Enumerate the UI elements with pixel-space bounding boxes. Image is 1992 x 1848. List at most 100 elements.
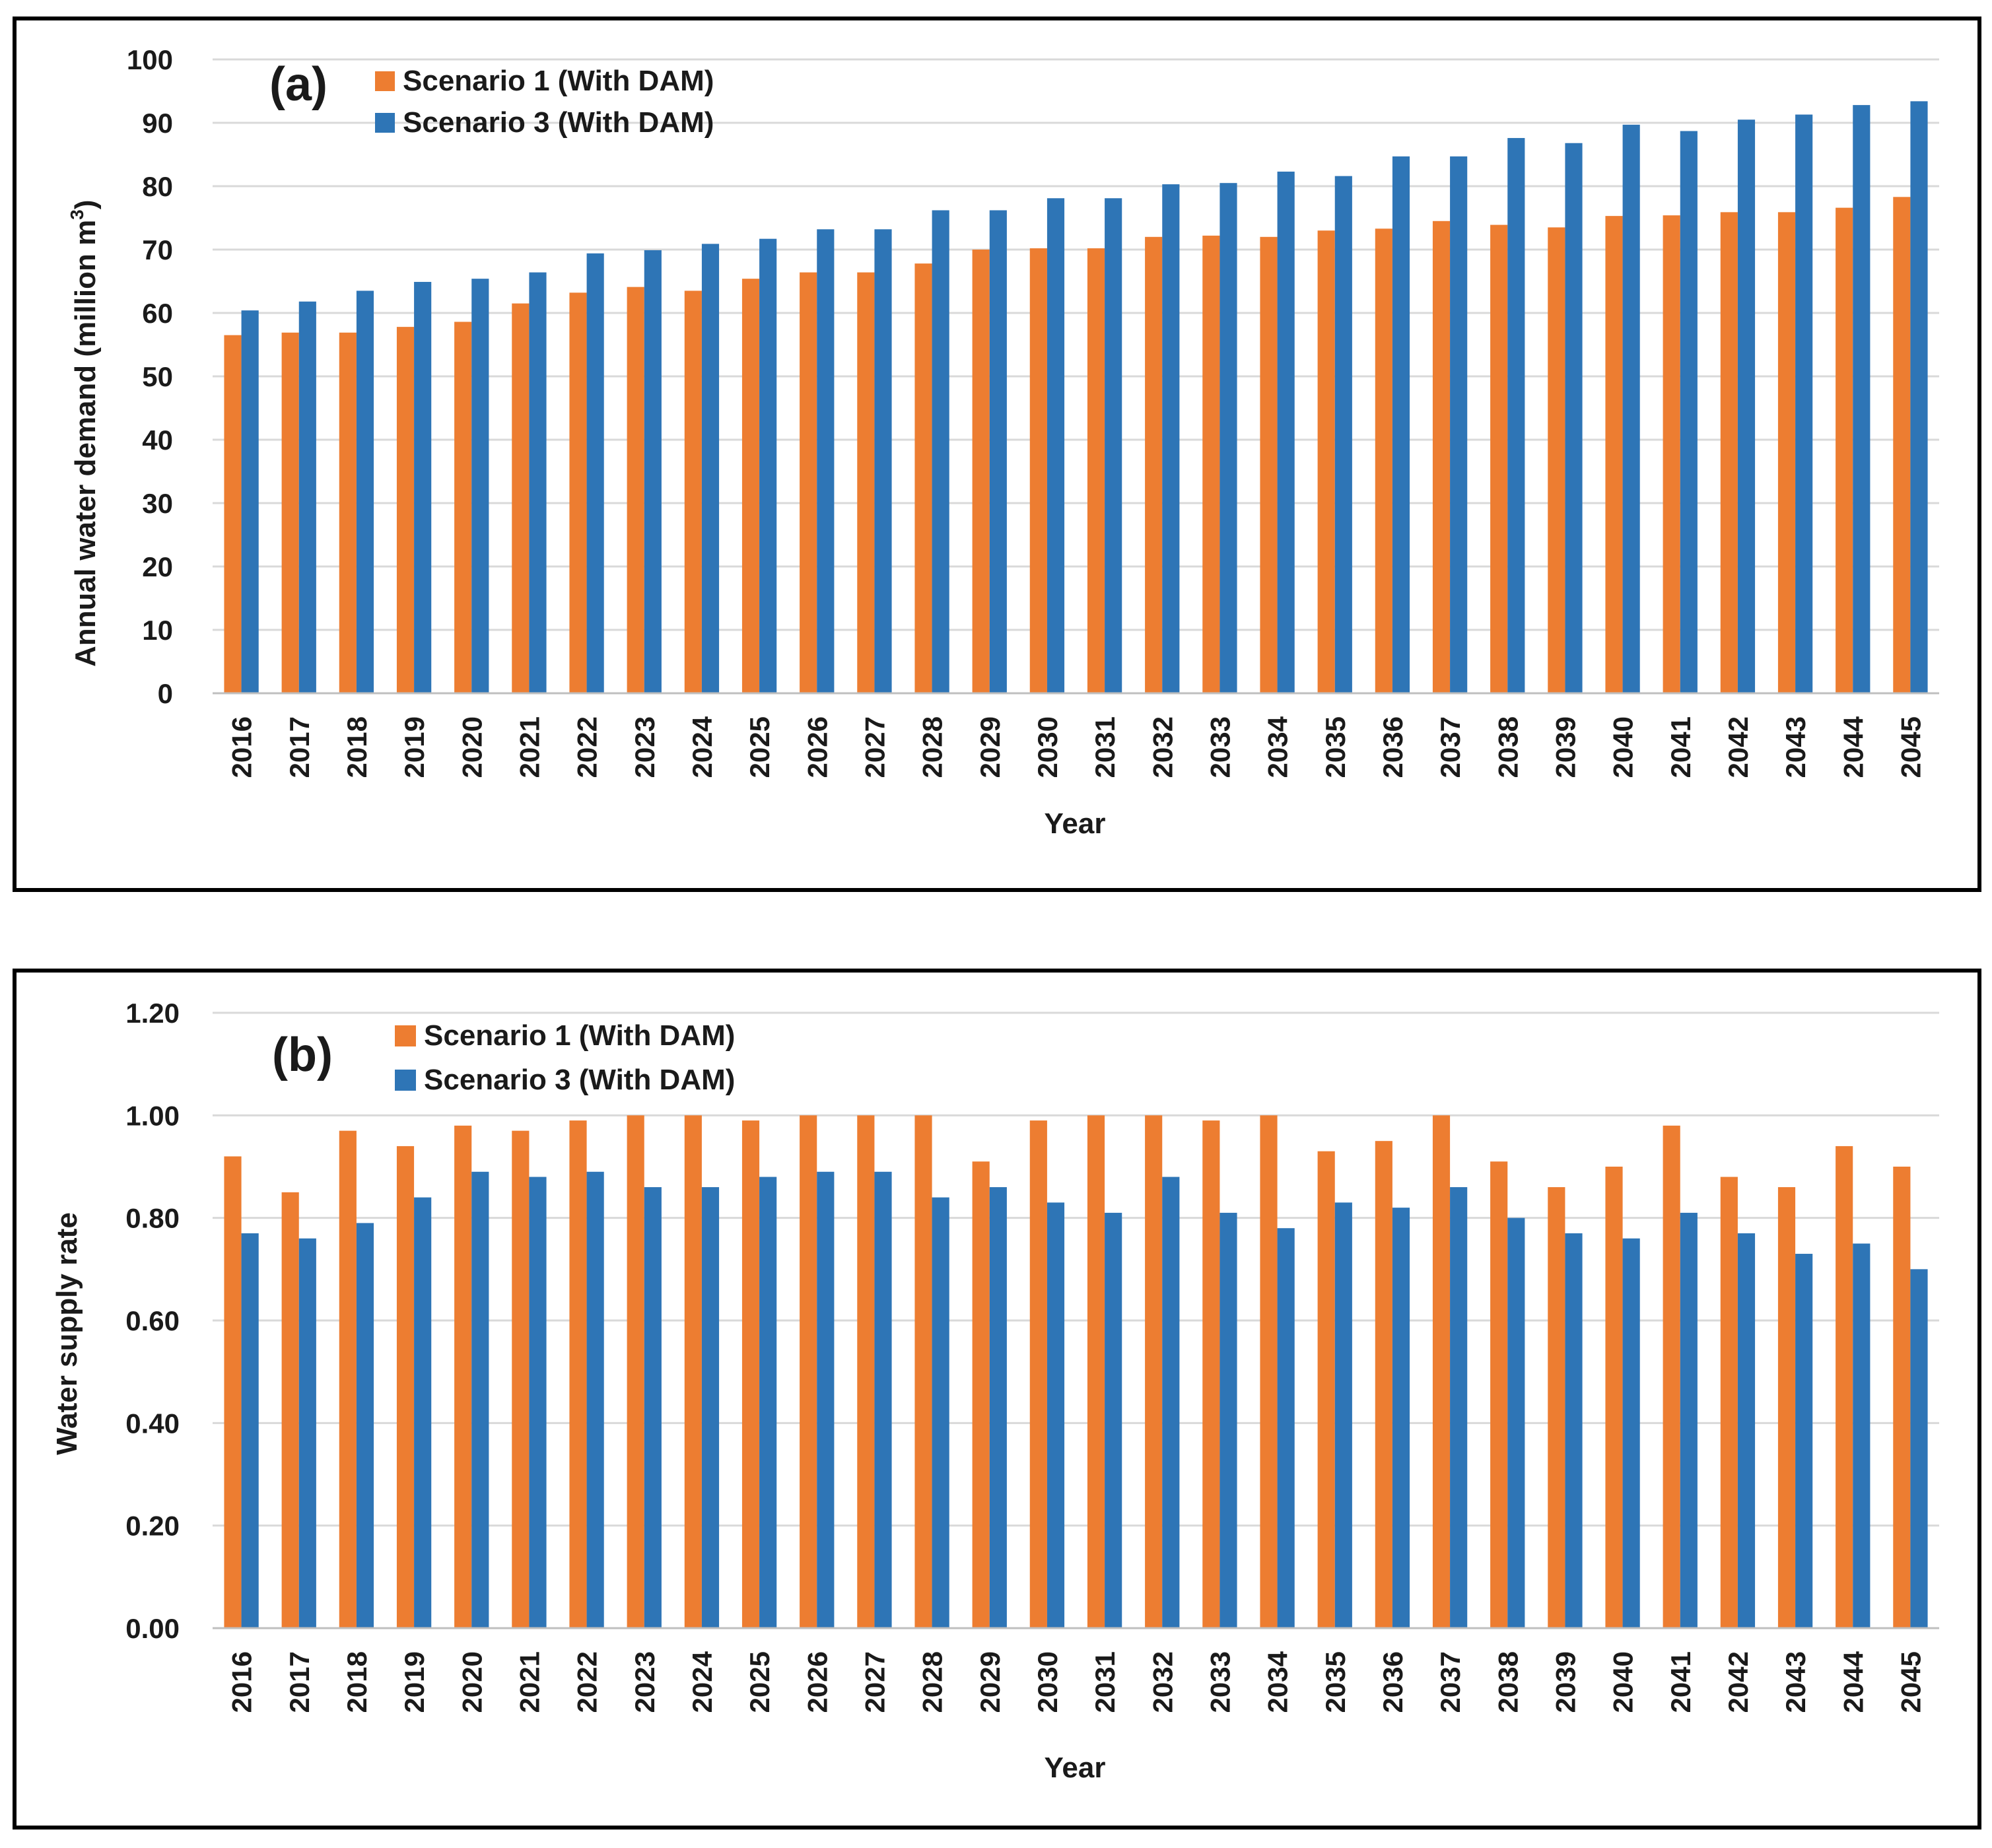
- bar-scenario-1-2023: [627, 1115, 644, 1628]
- bar-scenario-1-2039: [1548, 1187, 1565, 1628]
- bar-scenario-3-2023: [644, 1187, 662, 1628]
- x-tick-label: 2045: [1895, 716, 1926, 778]
- bar-scenario-3-2044: [1853, 105, 1871, 693]
- x-tick-label: 2027: [859, 1651, 890, 1713]
- panel-a-bars: [224, 101, 1928, 694]
- bar-scenario-1-2043: [1777, 1187, 1796, 1628]
- x-tick-label: 2033: [1204, 716, 1235, 778]
- y-tick-label: 100: [127, 44, 173, 75]
- bar-scenario-3-2032: [1162, 184, 1180, 693]
- y-tick-label: 90: [142, 108, 173, 139]
- y-tick-label: 1.00: [125, 1100, 180, 1131]
- y-tick-label: 10: [142, 615, 173, 646]
- bar-scenario-3-2040: [1622, 124, 1640, 693]
- y-tick-label: 30: [142, 488, 173, 519]
- x-tick-label: 2028: [917, 1651, 948, 1713]
- x-tick-label: 2035: [1320, 1651, 1351, 1713]
- bar-scenario-3-2029: [989, 1187, 1007, 1628]
- bar-scenario-1-2020: [454, 1125, 472, 1628]
- bar-scenario-3-2028: [932, 1197, 949, 1628]
- bar-scenario-1-2034: [1260, 236, 1278, 693]
- panel-a-x-ticks: 2016 2017 2018 2019 2020 2021 2022 2023 2024 2025…: [226, 716, 1927, 778]
- bar-scenario-3-2018: [356, 1223, 374, 1628]
- y-tick-label: 0.20: [125, 1511, 180, 1542]
- bar-scenario-1-2017: [281, 332, 299, 693]
- bar-scenario-3-2019: [414, 1197, 432, 1628]
- bar-scenario-3-2042: [1737, 1233, 1756, 1628]
- bar-scenario-1-2023: [627, 287, 644, 693]
- x-tick-label: 2025: [744, 716, 775, 778]
- bar-scenario-1-2045: [1893, 1167, 1911, 1628]
- x-tick-label: 2020: [456, 716, 487, 778]
- bar-scenario-3-2025: [759, 1177, 777, 1628]
- legend-a-swatch-scenario-3: [375, 113, 395, 133]
- bar-scenario-3-2021: [529, 272, 547, 693]
- x-tick-label: 2037: [1435, 716, 1466, 778]
- bar-scenario-1-2017: [281, 1192, 299, 1628]
- bar-scenario-3-2034: [1277, 1228, 1295, 1628]
- y-tick-label: 70: [142, 234, 173, 265]
- bar-scenario-3-2035: [1334, 176, 1352, 693]
- bar-scenario-1-2038: [1490, 224, 1508, 693]
- bar-scenario-3-2041: [1680, 131, 1698, 694]
- bar-scenario-3-2031: [1105, 198, 1122, 693]
- y-tick-label: 20: [142, 551, 173, 582]
- x-tick-label: 2018: [341, 716, 372, 778]
- panel-b-legend: Scenario 1 (With DAM) Scenario 3 (With D…: [395, 1019, 735, 1096]
- bar-scenario-1-2022: [569, 1120, 587, 1628]
- x-tick-label: 2020: [456, 1651, 487, 1713]
- bar-scenario-3-2024: [701, 1187, 720, 1628]
- x-tick-label: 2031: [1089, 716, 1120, 778]
- panel-b: 0.000.200.400.600.801.001.20 2016 2017 201…: [13, 969, 1981, 1830]
- x-tick-label: 2039: [1550, 1651, 1581, 1713]
- bar-scenario-3-2039: [1565, 143, 1583, 694]
- x-tick-label: 2042: [1723, 1651, 1754, 1713]
- x-tick-label: 2034: [1262, 1651, 1293, 1713]
- panel-b-x-ticks: 2016 2017 2018 2019 2020 2021 2022 2023 2024 2025…: [226, 1651, 1927, 1713]
- x-tick-label: 2019: [399, 1651, 430, 1713]
- bar-scenario-3-2016: [241, 310, 259, 693]
- bar-scenario-3-2038: [1507, 138, 1525, 694]
- bar-scenario-1-2039: [1548, 227, 1565, 693]
- bar-scenario-3-2035: [1334, 1202, 1352, 1628]
- bar-scenario-3-2024: [701, 244, 720, 693]
- bar-scenario-3-2025: [759, 238, 777, 693]
- y-tick-label: 0.60: [125, 1305, 180, 1336]
- panel-a-y-axis-title: Annual water demand (million m3): [67, 200, 102, 667]
- panel-a-legend: Scenario 1 (With DAM) Scenario 3 (With D…: [375, 65, 714, 139]
- panel-b-label: (b): [272, 1029, 333, 1081]
- bar-scenario-1-2021: [512, 1130, 530, 1628]
- x-tick-label: 2018: [341, 1651, 372, 1713]
- x-tick-label: 2041: [1665, 1651, 1696, 1713]
- y-tick-label: 0: [158, 678, 173, 709]
- bar-scenario-1-2041: [1663, 215, 1680, 693]
- x-tick-label: 2042: [1723, 716, 1754, 778]
- bar-scenario-1-2038: [1490, 1161, 1508, 1628]
- x-tick-label: 2032: [1147, 716, 1178, 778]
- x-tick-label: 2019: [399, 716, 430, 778]
- bar-scenario-3-2042: [1737, 120, 1756, 693]
- legend-a-swatch-scenario-1: [375, 71, 395, 91]
- x-tick-label: 2017: [284, 1651, 315, 1713]
- x-tick-label: 2043: [1780, 716, 1811, 778]
- panel-b-bars: [224, 1115, 1928, 1628]
- x-tick-label: 2023: [629, 1651, 660, 1713]
- bar-scenario-3-2017: [298, 1238, 316, 1628]
- bar-scenario-3-2030: [1047, 198, 1065, 693]
- panel-a-label: (a): [269, 58, 327, 111]
- bar-scenario-3-2040: [1622, 1238, 1640, 1628]
- panel-b-y-axis-title: Water supply rate: [51, 1212, 83, 1455]
- bar-scenario-3-2020: [471, 279, 489, 693]
- x-tick-label: 2023: [629, 716, 660, 778]
- x-tick-label: 2028: [917, 716, 948, 778]
- legend-a-label-scenario-1: Scenario 1 (With DAM): [403, 65, 714, 97]
- x-tick-label: 2030: [1032, 1651, 1063, 1713]
- legend-b-label-scenario-3: Scenario 3 (With DAM): [424, 1064, 735, 1096]
- y-tick-label: 0.00: [125, 1613, 180, 1644]
- x-tick-label: 2036: [1377, 1651, 1408, 1713]
- x-tick-label: 2026: [802, 1651, 833, 1713]
- y-tick-label: 80: [142, 171, 173, 202]
- bar-scenario-3-2033: [1219, 1212, 1237, 1628]
- bar-scenario-1-2024: [684, 1115, 702, 1628]
- bar-scenario-1-2042: [1720, 1177, 1738, 1628]
